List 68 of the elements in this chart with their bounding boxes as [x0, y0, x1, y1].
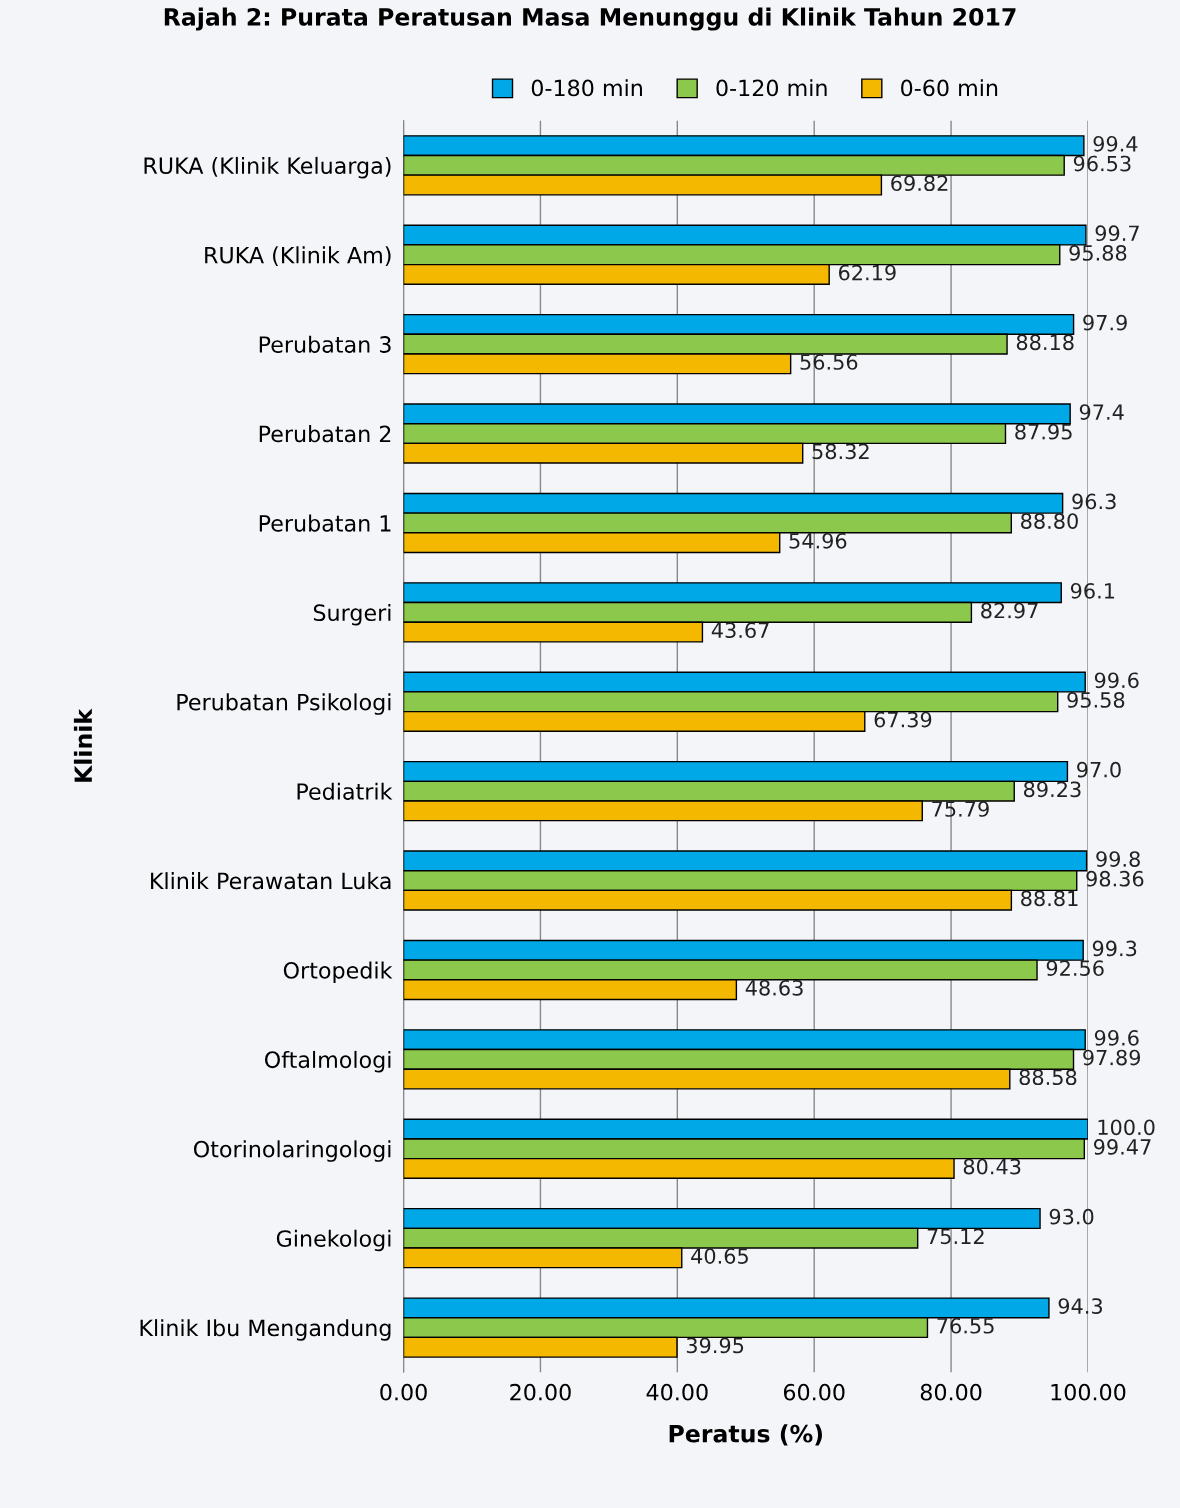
data-label: 99.8 — [1096, 851, 1140, 867]
chart-title: Rajah 2: Purata Peratusan Masa Menunggu di Klinik Tahun 2017 — [164, 7, 1016, 31]
data-label: 67.39 — [874, 711, 932, 728]
x-axis-title: Peratus (%) — [669, 1424, 822, 1446]
data-label: 40.65 — [691, 1248, 748, 1264]
data-label: 99.6 — [1094, 1029, 1139, 1046]
y-tick-label: Perubatan 2 — [259, 425, 391, 443]
data-label: 99.3 — [1092, 940, 1137, 957]
y-tick-label: Otorinolaringologi — [193, 1140, 391, 1162]
data-label: 48.63 — [745, 979, 803, 996]
data-label: 56.56 — [800, 354, 858, 370]
data-label: 95.58 — [1067, 692, 1125, 708]
data-label: 88.80 — [1021, 513, 1078, 529]
y-axis-title: Klinik — [73, 708, 92, 782]
y-tick-label: Ginekologi — [276, 1229, 391, 1252]
data-label: 97.9 — [1083, 314, 1127, 331]
data-label: 58.32 — [812, 443, 869, 460]
data-label: 89.23 — [1024, 781, 1081, 798]
data-label: 96.53 — [1073, 155, 1131, 172]
data-label: 76.55 — [937, 1317, 994, 1334]
data-label: 99.7 — [1095, 225, 1139, 242]
legend-label: 0-60 min — [901, 79, 998, 97]
data-label: 39.95 — [686, 1337, 744, 1354]
data-label: 87.95 — [1015, 423, 1072, 440]
data-label: 99.4 — [1093, 135, 1138, 152]
y-tick-label: Perubatan Psikologi — [177, 693, 391, 715]
data-label: 93.0 — [1049, 1208, 1094, 1225]
y-tick-label: Klinik Perawatan Luka — [151, 872, 391, 890]
x-tick-label: 80.00 — [920, 1383, 982, 1401]
data-label: 97.4 — [1079, 404, 1124, 420]
data-label: 99.47 — [1093, 1139, 1151, 1155]
data-label: 97.0 — [1077, 761, 1121, 778]
data-label: 95.88 — [1069, 245, 1127, 261]
y-tick-label: RUKA (Klinik Am) — [205, 246, 391, 267]
y-tick-label: Perubatan 1 — [259, 514, 391, 532]
data-label: 96.1 — [1070, 582, 1115, 599]
x-tick-label: 60.00 — [783, 1383, 845, 1401]
y-tick-label: RUKA (Klinik Keluarga) — [144, 156, 391, 179]
data-label: 88.81 — [1021, 890, 1078, 907]
data-label: 92.56 — [1046, 960, 1104, 977]
x-tick-label: 100.00 — [1051, 1383, 1126, 1401]
legend-label: 0-180 min — [531, 79, 642, 97]
y-tick-label: Surgeri — [313, 603, 391, 626]
x-tick-label: 0.00 — [380, 1383, 427, 1401]
data-label: 97.89 — [1083, 1049, 1141, 1066]
data-label: 62.19 — [838, 264, 896, 281]
y-tick-label: Perubatan 3 — [259, 335, 391, 353]
y-tick-label: Pediatrik — [297, 782, 393, 800]
data-label: 94.3 — [1058, 1298, 1102, 1314]
x-tick-label: 40.00 — [646, 1383, 708, 1401]
data-label: 82.97 — [981, 602, 1038, 619]
data-label: 88.58 — [1019, 1069, 1077, 1086]
data-label: 98.36 — [1086, 870, 1144, 887]
y-tick-label: Oftalmologi — [264, 1050, 391, 1073]
data-label: 69.82 — [891, 175, 948, 192]
x-tick-label: 20.00 — [510, 1383, 571, 1401]
data-label: 100.0 — [1098, 1119, 1155, 1136]
data-label: 75.12 — [927, 1228, 984, 1245]
data-label: 99.6 — [1094, 672, 1139, 689]
y-tick-label: Klinik Ibu Mengandung — [140, 1319, 391, 1341]
data-label: 96.3 — [1072, 493, 1116, 510]
y-tick-label: Ortopedik — [283, 961, 393, 984]
data-label: 88.18 — [1016, 334, 1074, 351]
data-label: 43.67 — [711, 622, 769, 639]
data-label: 75.79 — [932, 801, 989, 817]
data-label: 54.96 — [789, 532, 847, 549]
data-label: 80.43 — [963, 1158, 1021, 1175]
legend-label: 0-120 min — [716, 79, 827, 97]
